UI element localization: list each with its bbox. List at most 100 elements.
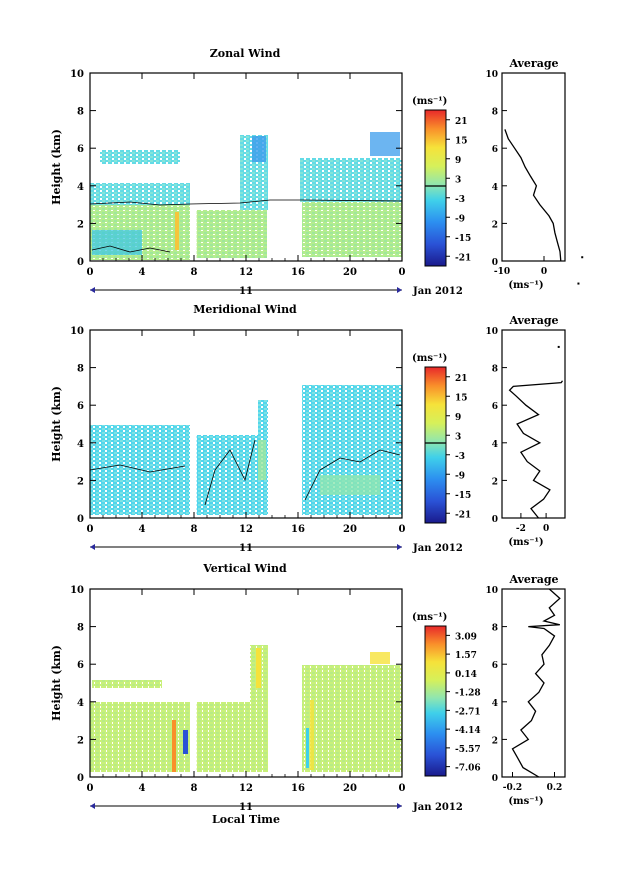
meridional-green-patch [320,475,380,495]
meridional-heatmap-field [90,330,402,518]
vertical-colorbar-unit: (ms⁻¹) [412,612,447,623]
meridional-field-3 [302,385,402,515]
zonal-field-lower-2 [196,210,267,258]
meridional-average-axes: 0 2 4 6 8 10 -2 0 [485,327,549,534]
zonal-average-frame [501,72,566,262]
vertical-average-ytick-label: 2 [492,736,498,746]
vertical-average-panel: Average 0 2 4 6 8 10 -0.2 0.2 (ms⁻¹) [485,573,566,807]
meridional-ytick-label: 6 [77,401,84,412]
vertical-xtick-label: 8 [191,783,198,794]
meridional-field-2 [196,435,268,515]
zonal-average-xtick-label: 0 [541,267,547,277]
meridional-data-gap-0 [190,330,197,518]
meridional-xtick-label: 0 [399,524,406,535]
vertical-yellow-streak [256,648,261,688]
zonal-average-ytick-label: 2 [492,220,498,230]
zonal-ytick-label: 0 [77,257,84,268]
zonal-average-ytick-label: 6 [492,145,498,155]
zonal-xtick-label: 8 [191,267,198,278]
vertical-xtick-label: 12 [239,783,253,794]
zonal-field-upper-3 [300,158,402,202]
meridional-ytick-label: 10 [70,326,84,337]
meridional-colorbar-tick-label: -21 [455,510,471,520]
vertical-average-xtick-label: 0.2 [547,783,563,793]
vertical-field-5 [92,680,162,688]
zonal-zero-contour [89,199,403,206]
zonal-colorbar-tick-label: 3 [455,175,461,185]
meridional-average-ytick-label: 8 [492,365,498,375]
vertical-ylabel: Height (km) [50,645,63,721]
vertical-yellow-streak-2 [370,652,390,664]
meridional-average-ytick-label: 6 [492,402,498,412]
vertical-orange-streak [172,720,176,772]
vertical-average-xtick-label: -0.2 [503,783,522,793]
zonal-xtick-label: 0 [87,267,94,278]
zonal-ylabel: Height (km) [50,129,63,205]
vertical-timebar-left-arrow [90,803,95,809]
meridional-ytick-label: 0 [77,514,84,525]
vertical-ytick-label: 0 [77,773,84,784]
vertical-colorbar-tick-label: -7.06 [455,764,481,774]
meridional-colorbar-tick-label: 3 [455,432,461,442]
vertical-average-ytick-label: 10 [485,586,498,596]
vertical-cyan-streak [306,728,309,768]
meridional-average-point [557,345,560,348]
meridional-colorbar-tick-label: 15 [455,393,468,403]
vertical-average-profile [511,588,561,778]
zonal-field-lower-3 [302,202,402,257]
meridional-zero-contour [89,464,186,473]
meridional-ylabel: Height (km) [50,386,63,462]
zonal-average-title: Average [508,57,558,70]
vertical-average-title: Average [508,573,558,586]
vertical-field-2 [196,702,268,772]
meridional-title: Meridional Wind [193,303,297,316]
vertical-field-3 [302,665,402,772]
zonal-xtick-label: 0 [399,267,406,278]
vertical-data-gap-1 [269,589,298,777]
meridional-xtick-label: 0 [87,524,94,535]
zonal-average-xlabel: (ms⁻¹) [508,280,543,291]
meridional-average-points [557,345,560,348]
meridional-timebar-right-arrow [397,544,402,550]
zonal-average-ytick-label: 0 [492,258,498,268]
meridional-average-ytick-label: 0 [492,515,498,525]
vertical-colorbar-tick-label: 1.57 [455,651,477,661]
meridional-ytick-label: 8 [77,364,84,375]
vertical-data-gap-0 [190,589,197,777]
vertical-xtick-label: 0 [399,783,406,794]
vertical-average-frame [501,588,566,778]
zonal-blue-patch-3 [92,230,142,255]
meridional-average-xlabel: (ms⁻¹) [508,537,543,548]
zonal-average-point [577,282,580,285]
zonal-average-xtick-label: -10 [494,267,510,277]
meridional-xtick-label: 12 [239,524,253,535]
meridional-average-ytick-label: 10 [485,327,498,337]
zonal-colorbar-tick-label: -9 [455,214,465,224]
zonal-ytick-label: 10 [70,69,84,80]
meridional-average-panel: Average 0 2 4 6 8 10 -2 0 (ms⁻¹) [485,314,566,548]
zonal-title: Zonal Wind [210,47,281,60]
vertical-xtick-label: 4 [139,783,146,794]
meridional-average-title: Average [508,314,558,327]
vertical-ytick-label: 10 [70,585,84,596]
zonal-data-gap-1 [269,73,298,261]
vertical-xtick-label: 16 [291,783,305,794]
vertical-heatmap-field [90,589,402,777]
meridional-zero-contour-3 [204,439,256,506]
vertical-colorbar-tick-label: -4.14 [455,726,481,736]
meridional-average-profile [508,380,564,519]
meridional-timebar-left-arrow [90,544,95,550]
vertical-colorbar-tick-label: 3.09 [455,632,477,642]
vertical-title: Vertical Wind [202,562,287,575]
vertical-colorbar-gradient [424,625,447,777]
meridional-colorbar: (ms⁻¹) 21 15 9 3 -3 -9 -15 -21 [412,353,471,524]
zonal-date-label: Jan 2012 [412,286,463,297]
vertical-ytick-label: 6 [77,660,84,671]
zonal-average-ytick-label: 4 [492,183,498,193]
vertical-ytick-label: 2 [77,735,84,746]
